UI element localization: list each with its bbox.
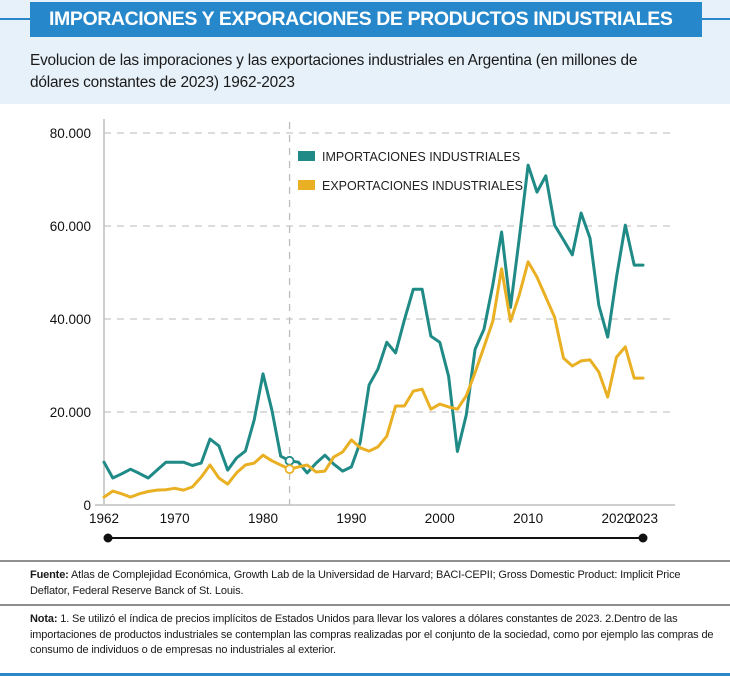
x-tick-label: 2000	[425, 511, 455, 526]
x-tick-label: 2020	[601, 511, 631, 526]
y-tick-label: 60.000	[50, 219, 91, 234]
y-tick-label: 80.000	[50, 126, 91, 141]
title-banner: IMPORACIONES Y EXPORACIONES DE PRODUCTOS…	[30, 2, 702, 37]
source-label: Fuente:	[30, 569, 69, 581]
y-tick-label: 0	[83, 498, 91, 513]
legend-label: IMPORTACIONES INDUSTRIALES	[322, 150, 520, 164]
series-line-imports	[102, 163, 645, 480]
source-text: Atlas de Complejidad Económica, Growth L…	[30, 569, 681, 597]
x-tick-label: 1980	[248, 511, 278, 526]
range-slider[interactable]	[103, 533, 648, 543]
legend-label: EXPORTACIONES INDUSTRIALES	[322, 179, 523, 193]
y-axis-ticks: 0 20.000 40.000 60.000 80.000	[50, 126, 91, 513]
x-tick-label: 1990	[336, 511, 366, 526]
slider-handle-start[interactable]	[103, 533, 113, 543]
note-text: 1. Se utilizó el índica de precios implí…	[30, 613, 714, 656]
legend-swatch	[298, 151, 315, 161]
note-label: Nota:	[30, 613, 58, 625]
reference-marker	[284, 455, 295, 466]
x-tick-label: 2010	[513, 511, 543, 526]
legend: IMPORTACIONES INDUSTRIALES EXPORTACIONES …	[298, 150, 523, 193]
series-line-exports	[102, 260, 645, 499]
reference-marker	[284, 464, 295, 475]
footnote: Nota: 1. Se utilizó el índica de precios…	[30, 612, 720, 659]
y-tick-label: 40.000	[50, 312, 91, 327]
x-tick-label: 1970	[160, 511, 190, 526]
legend-swatch	[298, 180, 315, 190]
source-note: Fuente: Atlas de Complejidad Económica, …	[30, 568, 720, 599]
x-tick-label: 1962	[89, 511, 119, 526]
slider-handle-end[interactable]	[638, 533, 648, 543]
x-tick-label: 2023	[628, 511, 658, 526]
chart-subtitle: Evolucion de las imporaciones y las expo…	[30, 52, 638, 91]
page-title: IMPORACIONES Y EXPORACIONES DE PRODUCTOS…	[49, 8, 673, 30]
y-tick-label: 20.000	[50, 405, 91, 420]
series-lines	[102, 163, 645, 499]
gridlines	[95, 119, 675, 506]
bottom-rule	[0, 673, 730, 676]
divider-middle	[0, 604, 730, 606]
divider-top	[0, 560, 730, 562]
